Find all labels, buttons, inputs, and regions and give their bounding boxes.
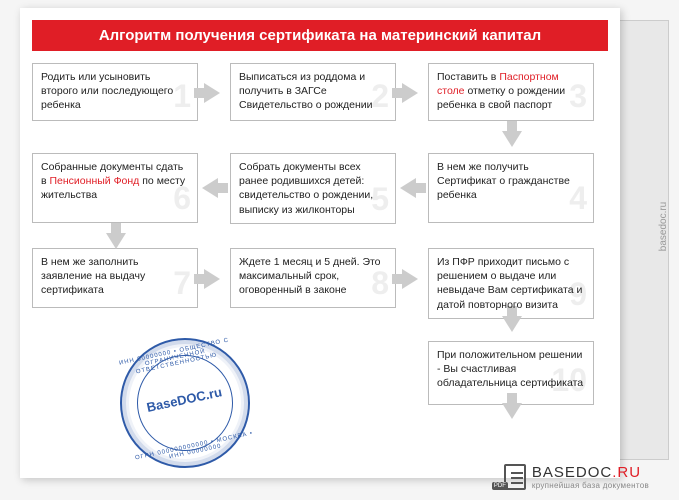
flow-arrow <box>502 403 522 419</box>
pdf-badge: PDF <box>492 482 508 490</box>
logo-tagline: крупнейшая база документов <box>532 481 649 490</box>
flow-step-8: 8Ждете 1 месяц и 5 дней. Это максимальны… <box>230 248 396 308</box>
flow-step-2: 2Выписаться из роддома и получить в ЗАГС… <box>230 63 396 121</box>
folder-label: basedoc.ru <box>658 202 669 251</box>
flow-step-4: 4В нем же получить Сертификат о гражданс… <box>428 153 594 223</box>
logo-text: BASEDOC.RU <box>532 464 649 481</box>
flow-arrow <box>502 131 522 147</box>
flow-step-7: 7В нем же заполнить заявление на выдачу … <box>32 248 198 308</box>
flow-step-5: 5Собрать документы всех ранее родившихся… <box>230 153 396 224</box>
flow-step-3: 3Поставить в Паспортном столе отметку о … <box>428 63 594 121</box>
flow-arrow <box>202 178 218 198</box>
flow-step-1: 1Родить или усыновить второго или послед… <box>32 63 198 121</box>
flow-arrow <box>402 269 418 289</box>
document-icon: PDF <box>504 464 526 490</box>
site-logo: PDF BASEDOC.RU крупнейшая база документо… <box>504 464 649 490</box>
folder-backdrop: basedoc.ru <box>617 20 669 460</box>
flow-arrow <box>204 83 220 103</box>
flow-step-6: 6Собранные документы сдать в Пенсионный … <box>32 153 198 223</box>
flow-arrow <box>106 233 126 249</box>
flow-step-9: 9Из ПФР приходит письмо с решением о выд… <box>428 248 594 319</box>
flow-arrow <box>502 316 522 332</box>
document-paper: Алгоритм получения сертификата на матери… <box>20 8 620 478</box>
flow-arrow <box>402 83 418 103</box>
page-title: Алгоритм получения сертификата на матери… <box>32 20 608 51</box>
flow-arrow <box>400 178 416 198</box>
flow-arrow <box>204 269 220 289</box>
stamp: ИНН 00000000 • ОБЩЕСТВО С ОГРАНИЧЕННОЙ О… <box>108 326 262 480</box>
